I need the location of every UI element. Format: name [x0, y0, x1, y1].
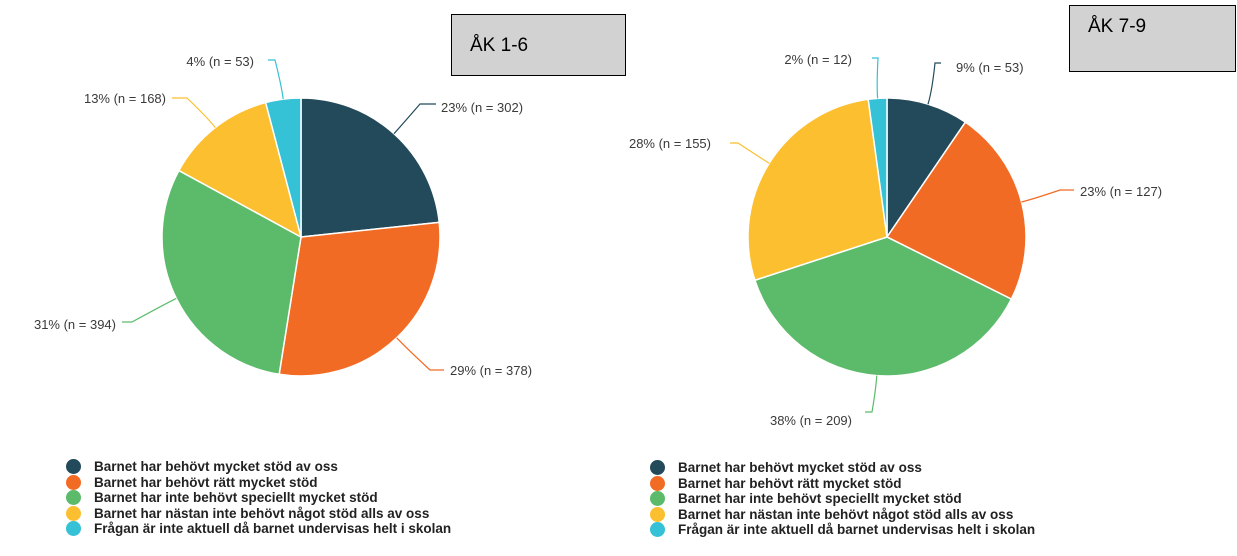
leader-line [865, 375, 878, 413]
legend-label: Barnet har inte behövt speciellt mycket … [678, 491, 962, 507]
legend-swatch [66, 474, 81, 490]
legend-swatch [650, 460, 665, 476]
legend-item: Barnet har behövt mycket stöd av oss [66, 459, 451, 475]
chart-title-ak-1-6: ÅK 1-6 [451, 14, 626, 76]
legend-item: Barnet har nästan inte behövt något stöd… [650, 506, 1035, 523]
data-label: 2% (n = 12) [784, 52, 852, 67]
legend-swatch [650, 491, 665, 507]
legend-swatch [650, 506, 665, 522]
data-label: 9% (n = 53) [956, 60, 1024, 75]
data-label: 38% (n = 209) [770, 413, 852, 428]
legend-item: Barnet har inte behövt speciellt mycket … [650, 491, 1035, 507]
leader-line [927, 62, 941, 105]
pie-slice [885, 121, 1027, 301]
leader-line [172, 97, 216, 128]
data-label: 13% (n = 168) [84, 91, 166, 106]
leader-line [393, 103, 436, 135]
legend-ak-7-9: Barnet har behövt mycket stöd av oss Bar… [650, 460, 1035, 538]
legend-label: Barnet har nästan inte behövt något stöd… [94, 505, 430, 521]
legend-item: Barnet har inte behövt speciellt mycket … [66, 490, 451, 506]
pie-slice [886, 97, 967, 240]
leader-line [1021, 189, 1074, 203]
legend-ak-1-6: Barnet har behövt mycket stöd av oss Bar… [66, 459, 451, 537]
legend-item: Frågan är inte aktuell då barnet undervi… [66, 521, 451, 537]
leader-line [730, 142, 770, 164]
leader-line [872, 57, 879, 99]
legend-item: Barnet har behövt mycket stöd av oss [650, 460, 1035, 476]
legend-label: Barnet har behövt rätt mycket stöd [94, 474, 318, 490]
legend-label: Barnet har behövt mycket stöd av oss [94, 459, 338, 475]
pie-slice [264, 97, 302, 238]
pie-slice [867, 97, 888, 238]
legend-swatch [66, 459, 81, 475]
legend-swatch [66, 505, 81, 521]
legend-label: Barnet har behövt rätt mycket stöd [678, 475, 902, 491]
leader-line [122, 297, 177, 323]
legend-item: Frågan är inte aktuell då barnet undervi… [650, 522, 1035, 538]
pie-slice [278, 221, 441, 377]
chart-title-ak-7-9: ÅK 7-9 [1069, 5, 1236, 72]
pie-slice [747, 98, 888, 282]
data-label: 29% (n = 378) [450, 363, 532, 378]
legend-item: Barnet har behövt rätt mycket stöd [66, 474, 451, 491]
data-label: 23% (n = 302) [441, 100, 523, 115]
legend-item: Barnet har behövt rätt mycket stöd [650, 475, 1035, 492]
legend-label: Barnet har nästan inte behövt något stöd… [678, 506, 1014, 522]
legend-item: Barnet har nästan inte behövt något stöd… [66, 505, 451, 522]
data-label: 31% (n = 394) [34, 317, 116, 332]
pie-slice [300, 97, 441, 238]
leader-line [268, 59, 284, 100]
data-label: 4% (n = 53) [186, 54, 254, 69]
legend-swatch [66, 521, 81, 537]
legend-label: Frågan är inte aktuell då barnet undervi… [678, 522, 1036, 538]
legend-swatch [650, 522, 665, 538]
leader-line [396, 337, 444, 371]
legend-label: Frågan är inte aktuell då barnet undervi… [94, 521, 452, 537]
legend-swatch [66, 490, 81, 506]
legend-swatch [650, 475, 665, 491]
data-label: 23% (n = 127) [1080, 184, 1162, 199]
legend-label: Barnet har inte behövt speciellt mycket … [94, 490, 378, 506]
legend-label: Barnet har behövt mycket stöd av oss [678, 460, 922, 476]
data-label: 28% (n = 155) [629, 136, 711, 151]
